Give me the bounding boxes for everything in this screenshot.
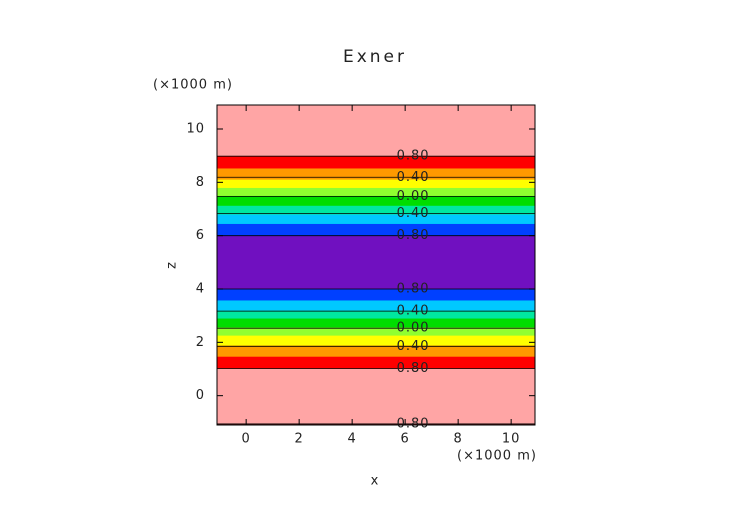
x-tick-label: 10 [502, 432, 521, 447]
contour-label: 0.80 [397, 149, 430, 164]
band [216, 179, 536, 188]
y-tick-label: 8 [196, 175, 205, 190]
contour-label: 0.80 [397, 361, 430, 376]
band [216, 195, 536, 206]
contour-label: 0.80 [397, 282, 430, 297]
band [216, 299, 536, 311]
y-unit: (×1000 m) [153, 78, 233, 93]
band [216, 368, 536, 425]
x-tick-label: 6 [401, 432, 410, 447]
x-tick-label: 8 [454, 432, 463, 447]
x-tick-label: 0 [242, 432, 251, 447]
band [216, 335, 536, 346]
band [216, 310, 536, 319]
band [216, 104, 536, 157]
contour-label: 0.40 [397, 304, 430, 319]
band [216, 356, 536, 369]
band [216, 187, 536, 196]
contour-label: 0.40 [397, 206, 430, 221]
chart-title: Exner [343, 47, 407, 67]
y-axis-label: z [165, 261, 180, 269]
contour-label: 0.80 [397, 228, 430, 243]
y-tick-label: 10 [186, 122, 205, 137]
band [216, 205, 536, 215]
band [216, 235, 536, 290]
y-tick-label: 0 [196, 388, 205, 403]
band [216, 288, 536, 301]
contour-label: 0.40 [397, 339, 430, 354]
contour-label: 0.80 [397, 416, 430, 431]
band [216, 223, 536, 236]
band [216, 345, 536, 357]
contour-label: 0.40 [397, 170, 430, 185]
band [216, 214, 536, 224]
x-axis-label: x [371, 474, 380, 489]
contour-label: 0.00 [397, 321, 430, 336]
band [216, 155, 536, 169]
contour-label: 0.00 [397, 189, 430, 204]
x-tick-label: 4 [348, 432, 357, 447]
x-tick-label: 2 [295, 432, 304, 447]
plot-frame [216, 104, 536, 426]
y-tick-label: 4 [196, 282, 205, 297]
y-tick-label: 6 [196, 228, 205, 243]
x-unit: (×1000 m) [457, 449, 537, 464]
band [216, 167, 536, 180]
y-tick-label: 2 [196, 335, 205, 350]
band [216, 318, 536, 328]
